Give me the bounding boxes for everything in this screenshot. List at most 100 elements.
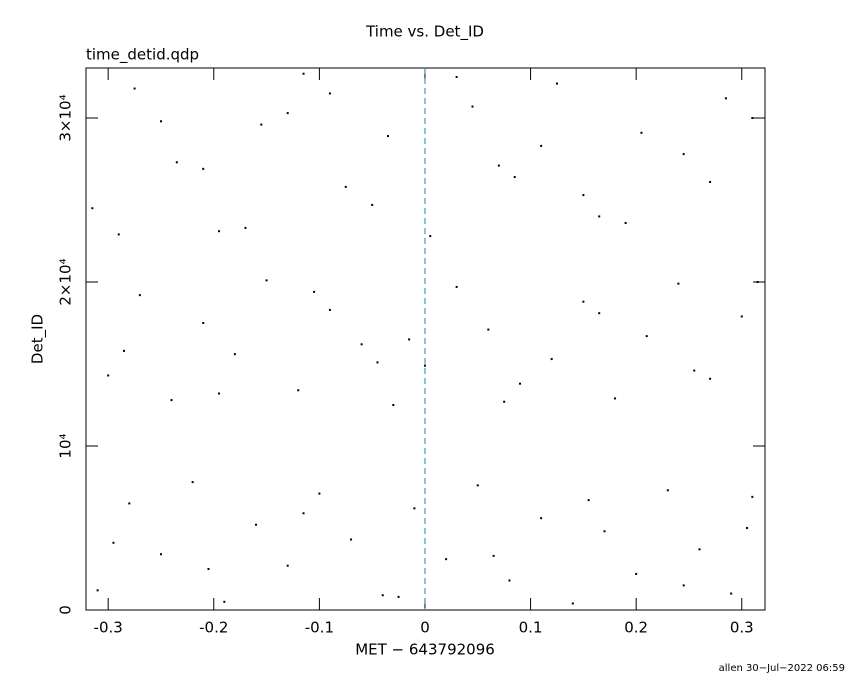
point — [471, 105, 474, 108]
chart-title: Time vs. Det_ID — [365, 23, 484, 42]
point — [492, 554, 495, 557]
point — [392, 404, 395, 407]
y-axis-label: Det_ID — [29, 314, 48, 364]
point — [376, 361, 379, 364]
point — [682, 584, 685, 587]
point — [751, 495, 754, 498]
point — [645, 335, 648, 338]
point — [265, 279, 268, 282]
point — [508, 579, 511, 582]
x-axis-label: MET − 643792096 — [355, 641, 495, 659]
point — [513, 176, 516, 179]
point — [302, 512, 305, 515]
x-tick-label: 0.3 — [730, 619, 754, 637]
point — [202, 167, 205, 170]
point — [112, 541, 115, 544]
point — [138, 294, 141, 297]
y-tick-label: 0 — [57, 605, 75, 615]
point — [550, 358, 553, 361]
point — [571, 602, 574, 605]
x-tick-label: -0.2 — [199, 619, 228, 637]
point — [255, 523, 258, 526]
point — [423, 364, 426, 367]
point — [540, 144, 543, 147]
point — [740, 315, 743, 318]
point — [751, 117, 754, 120]
point — [117, 233, 120, 236]
point — [286, 112, 289, 115]
point — [96, 589, 99, 592]
point — [318, 492, 321, 495]
point — [677, 282, 680, 285]
point — [286, 564, 289, 567]
point — [371, 203, 374, 206]
point — [582, 194, 585, 197]
x-tick-label: -0.3 — [94, 619, 123, 637]
point — [408, 338, 411, 341]
point — [487, 328, 490, 331]
point — [175, 161, 178, 164]
point — [598, 312, 601, 315]
point — [709, 377, 712, 380]
x-tick-label: 0.1 — [519, 619, 543, 637]
point — [603, 530, 606, 533]
x-tick-label: 0 — [420, 619, 430, 637]
point — [159, 553, 162, 556]
point — [598, 215, 601, 218]
point — [218, 230, 221, 233]
plot-frame — [85, 67, 766, 611]
point — [614, 397, 617, 400]
point — [297, 389, 300, 392]
point — [519, 382, 522, 385]
point — [582, 300, 585, 303]
point — [587, 499, 590, 502]
point — [666, 489, 669, 492]
point — [360, 343, 363, 346]
point — [555, 82, 558, 85]
point — [682, 153, 685, 156]
point — [387, 135, 390, 138]
point — [540, 517, 543, 520]
point — [693, 369, 696, 372]
point — [429, 235, 432, 238]
point — [640, 131, 643, 134]
y-tick-label: 3×10⁴ — [57, 94, 75, 141]
point — [191, 481, 194, 484]
x-tick-label: -0.1 — [305, 619, 334, 637]
y-tick-label: 10⁴ — [57, 433, 75, 458]
point — [497, 164, 500, 167]
point — [170, 399, 173, 402]
point — [397, 595, 400, 598]
chart-subtitle: time_detid.qdp — [86, 46, 199, 65]
y-tick-label: 2×10⁴ — [57, 258, 75, 305]
point — [159, 120, 162, 123]
point — [223, 600, 226, 603]
point — [635, 572, 638, 575]
point — [133, 87, 136, 90]
point — [746, 527, 749, 530]
point — [724, 97, 727, 100]
point — [313, 290, 316, 293]
point — [445, 558, 448, 561]
point — [476, 484, 479, 487]
point — [302, 72, 305, 75]
point — [698, 548, 701, 551]
point — [328, 92, 331, 95]
point — [756, 281, 759, 284]
point — [244, 226, 247, 229]
point — [207, 568, 210, 571]
point — [328, 308, 331, 311]
point — [455, 76, 458, 79]
point — [344, 185, 347, 188]
point — [91, 207, 94, 210]
point — [624, 221, 627, 224]
point — [381, 594, 384, 597]
point — [260, 123, 263, 126]
point — [350, 538, 353, 541]
point — [107, 374, 110, 377]
point — [233, 353, 236, 356]
point — [730, 592, 733, 595]
x-tick-label: 0.2 — [624, 619, 648, 637]
point — [413, 507, 416, 510]
